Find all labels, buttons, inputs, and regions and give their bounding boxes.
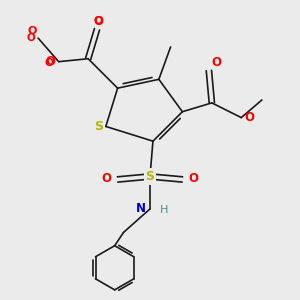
Text: O: O [94, 16, 103, 26]
Text: O: O [211, 56, 221, 69]
Text: O: O [26, 33, 35, 43]
Text: N: N [136, 202, 146, 215]
Text: O: O [245, 111, 255, 124]
Text: O: O [45, 58, 54, 68]
Text: O: O [101, 172, 111, 185]
Text: S: S [146, 170, 154, 183]
Text: O: O [94, 15, 103, 28]
Text: O: O [27, 26, 37, 36]
Text: H: H [160, 206, 169, 215]
Text: O: O [45, 55, 55, 68]
Text: S: S [94, 120, 103, 133]
Text: O: O [189, 172, 199, 185]
